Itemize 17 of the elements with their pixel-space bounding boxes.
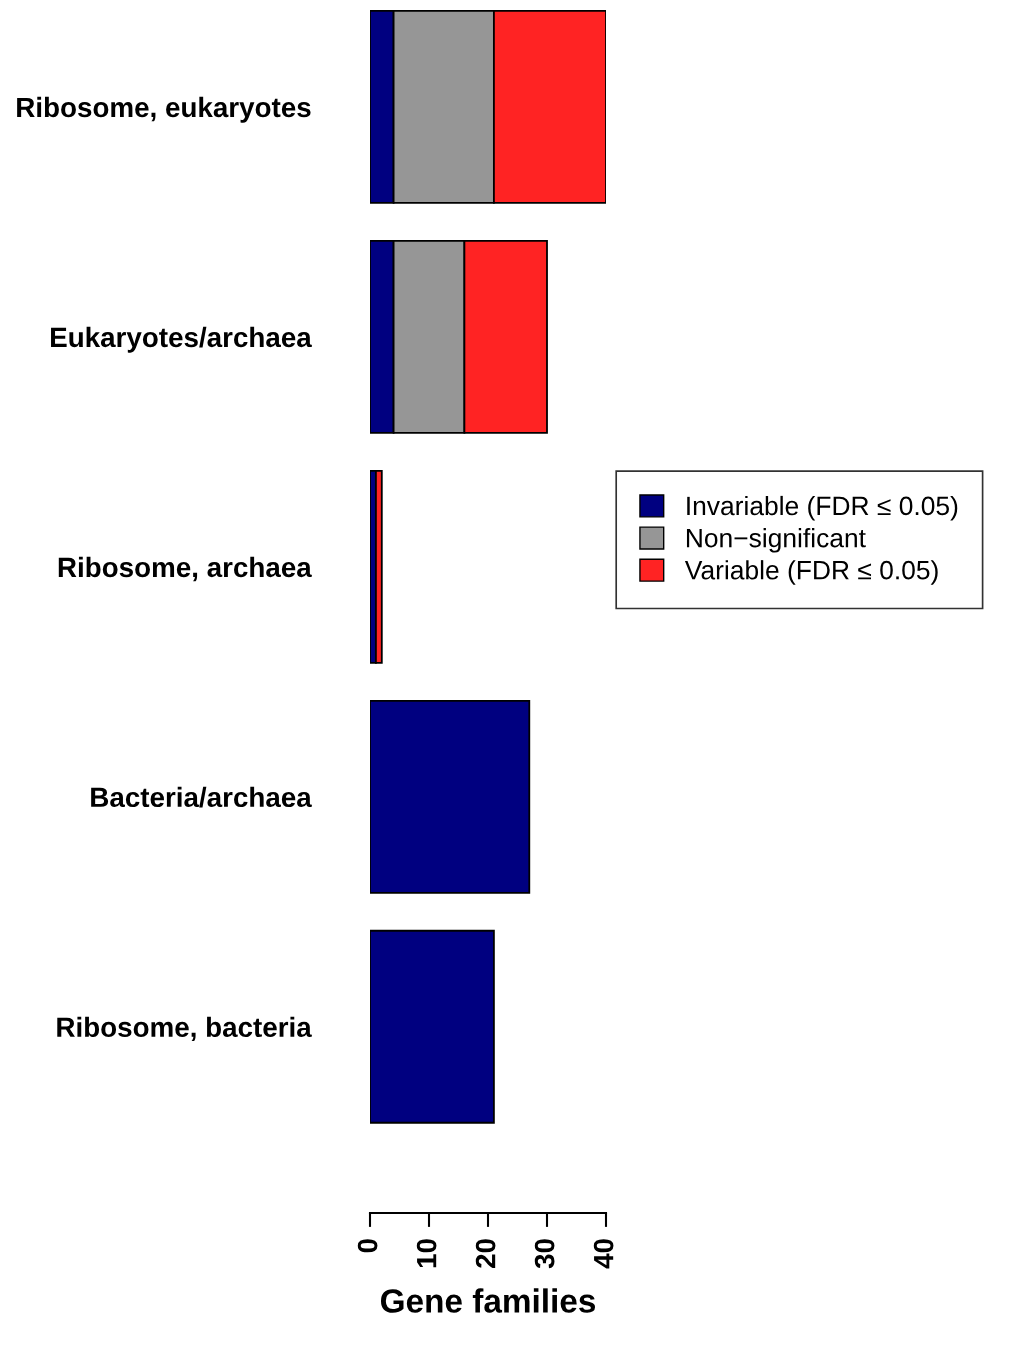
bar bbox=[374, 469, 383, 664]
x-tick-label: 10 bbox=[416, 1239, 437, 1268]
legend-label: Invariable (FDR ≤ 0.05) bbox=[687, 495, 958, 521]
x-tick-label: 20 bbox=[475, 1239, 496, 1268]
y-tick-label: Eukaryotes/archaea bbox=[51, 326, 312, 353]
y-tick-label: Ribosome, archaea bbox=[58, 556, 312, 582]
legend-label: Variable (FDR ≤ 0.05) bbox=[684, 560, 938, 585]
x-tick-label: 40 bbox=[593, 1239, 614, 1269]
bar bbox=[370, 929, 495, 1124]
legend-label: Non−significant bbox=[686, 528, 866, 553]
bar bbox=[370, 699, 531, 894]
x-tick-label: 30 bbox=[534, 1239, 555, 1269]
x-axis-title: Gene families bbox=[380, 1288, 596, 1313]
x-tick-label: 0 bbox=[357, 1239, 378, 1253]
y-tick-label: Ribosome, eukaryotes bbox=[17, 96, 311, 123]
y-tick-label: Ribosome, bacteria bbox=[57, 1016, 312, 1042]
y-tick-label: Bacteria/archaea bbox=[91, 786, 312, 808]
